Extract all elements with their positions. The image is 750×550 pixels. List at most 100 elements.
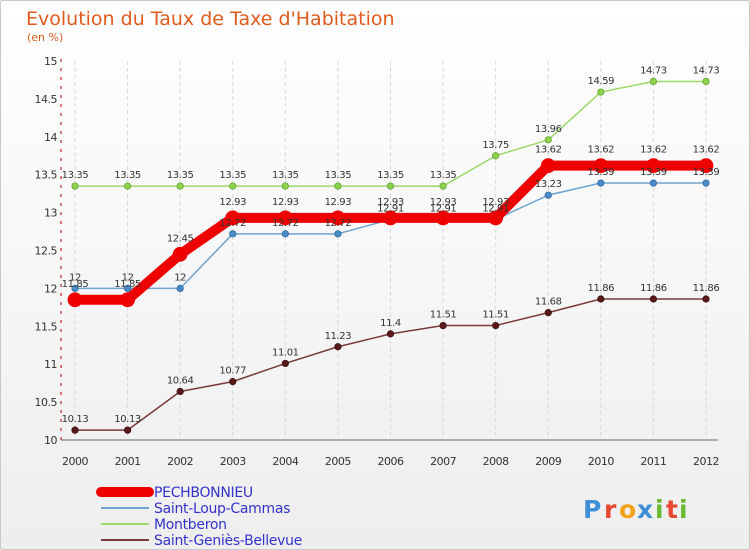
x-tick-label: 2006 [378, 455, 404, 468]
data-point [71, 284, 79, 292]
data-point [123, 284, 132, 292]
data-label: 11.01 [272, 347, 299, 358]
data-point [702, 77, 710, 86]
data-label: 12.93 [219, 197, 246, 208]
chart-title: Evolution du Taux de Taxe d'Habitation [26, 8, 395, 30]
data-label: 13.96 [535, 124, 562, 135]
y-tick-label: 12.5 [35, 245, 58, 258]
data-point [334, 182, 342, 190]
data-label: 14.59 [588, 76, 615, 87]
data-point [281, 182, 289, 190]
data-point [439, 321, 447, 330]
data-point [544, 191, 552, 199]
data-label: 12.45 [167, 233, 194, 244]
data-label: 12.93 [377, 197, 404, 208]
data-point [597, 88, 605, 96]
data-point [281, 230, 289, 238]
data-point [649, 295, 658, 303]
legend-label: PECHBONNIEU [154, 485, 253, 501]
data-point [123, 182, 132, 190]
data-label: 10.13 [114, 414, 141, 425]
y-tick-label: 13.5 [35, 169, 58, 182]
data-label: 11.68 [535, 297, 562, 308]
data-label: 13.62 [693, 145, 720, 156]
y-tick-label: 10.5 [35, 396, 58, 409]
data-label: 13.62 [588, 145, 615, 156]
data-point [229, 182, 237, 190]
data-label: 13.35 [430, 170, 457, 181]
x-tick-label: 2005 [325, 455, 351, 468]
data-point [435, 210, 451, 226]
data-point [698, 158, 714, 174]
data-point [386, 330, 395, 338]
y-tick-label: 11 [44, 358, 57, 371]
data-label: 13.62 [640, 145, 667, 156]
data-point [334, 343, 342, 351]
data-point [330, 210, 346, 226]
x-tick-label: 2000 [62, 455, 88, 468]
logo-letter: t [666, 495, 678, 524]
data-point [702, 295, 710, 303]
logo-letter: x [637, 495, 653, 524]
data-label: 11.51 [430, 310, 457, 321]
data-point [281, 359, 289, 368]
data-label: 13.35 [167, 170, 194, 181]
logo-letter: r [604, 495, 617, 524]
y-tick-label: 15 [44, 55, 57, 68]
data-point [120, 292, 135, 308]
data-point [597, 179, 605, 187]
data-label: 12.93 [482, 197, 509, 208]
data-point [229, 230, 237, 238]
y-tick-label: 11.5 [35, 320, 58, 333]
data-point [277, 210, 293, 226]
data-label: 12.72 [219, 218, 246, 229]
data-point [334, 230, 342, 238]
data-point [123, 426, 132, 434]
logo-letter: P [583, 495, 601, 524]
y-tick-label: 14.5 [35, 93, 58, 106]
data-point [71, 426, 79, 434]
data-point [593, 158, 609, 174]
data-label: 13.35 [62, 170, 89, 181]
data-label: 13.75 [482, 140, 509, 151]
data-point [649, 179, 658, 187]
data-label: 11.86 [693, 283, 720, 294]
data-point [544, 136, 552, 144]
data-label: 12.93 [272, 197, 299, 208]
data-label: 13.23 [535, 179, 562, 190]
data-label: 13.39 [693, 167, 720, 178]
x-tick-label: 2007 [430, 455, 456, 468]
x-tick-label: 2004 [272, 455, 298, 468]
series-lines [67, 77, 714, 434]
data-point [492, 321, 500, 330]
x-tick-label: 2009 [535, 455, 561, 468]
data-label: 11.86 [640, 283, 667, 294]
data-label: 12 [69, 272, 81, 283]
data-point [439, 182, 447, 190]
chart-subtitle: (en %) [27, 31, 63, 44]
data-label: 11.85 [62, 279, 89, 290]
data-label: 11.85 [114, 279, 141, 290]
grid [74, 61, 707, 440]
data-label: 10.64 [167, 375, 194, 386]
data-label: 11.23 [325, 331, 352, 342]
x-tick-label: 2012 [693, 455, 719, 468]
legend-label: Montberon [154, 517, 227, 533]
data-label: 12.93 [430, 197, 457, 208]
data-point [492, 152, 500, 160]
data-label: 13.35 [114, 170, 141, 181]
data-label: 12.72 [272, 218, 299, 229]
data-point [225, 210, 241, 226]
data-label: 11.86 [588, 283, 615, 294]
data-label: 12.91 [482, 203, 509, 214]
data-label: 13.39 [640, 167, 667, 178]
legend: PECHBONNIEUSaint-Loup-CammasMontberonSai… [96, 485, 302, 549]
data-label: 11.4 [380, 318, 401, 329]
data-label: 14.73 [640, 65, 667, 76]
data-point [646, 158, 661, 174]
y-tick-label: 13 [44, 207, 57, 220]
data-label: 13.62 [535, 145, 562, 156]
